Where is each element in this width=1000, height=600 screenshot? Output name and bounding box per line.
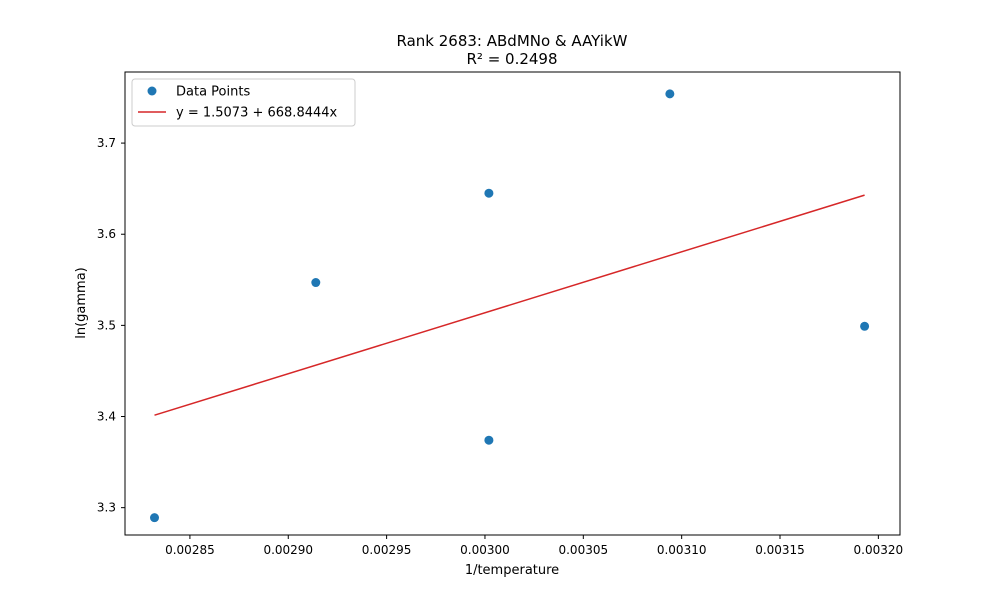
- legend-label-data-points: Data Points: [176, 85, 250, 100]
- x-tick-label: 0.00310: [657, 543, 707, 557]
- x-tick-label: 0.00285: [165, 543, 215, 557]
- y-tick-label: 3.4: [97, 410, 116, 424]
- data-point: [311, 278, 321, 288]
- x-tick-label: 0.00320: [854, 543, 904, 557]
- y-tick-label: 3.5: [97, 318, 116, 332]
- regression-line: [154, 194, 865, 416]
- data-point: [665, 89, 675, 99]
- y-tick-label: 3.6: [97, 227, 116, 241]
- chart-title: Rank 2683: ABdMNo & AAYikW: [397, 32, 628, 50]
- x-tick-label: 0.00305: [558, 543, 608, 557]
- x-axis: 0.00285 0.00290 0.00295 0.00300 0.00305 0.003…: [165, 535, 903, 557]
- legend-marker-data-points: [147, 86, 157, 96]
- x-tick-label: 0.00295: [362, 543, 412, 557]
- legend: Data Points y = 1.5073 + 668.8444x: [131, 78, 356, 127]
- chart-subtitle: R² = 0.2498: [466, 50, 557, 68]
- x-tick-label: 0.00290: [263, 543, 313, 557]
- x-tick-label: 0.00300: [460, 543, 510, 557]
- y-axis: 3.3 3.4 3.5 3.6 3.7: [97, 136, 125, 515]
- data-point: [860, 321, 870, 331]
- data-point: [150, 513, 160, 523]
- legend-label-fit-line: y = 1.5073 + 668.8444x: [176, 106, 338, 121]
- data-point: [484, 435, 494, 445]
- data-point: [484, 188, 494, 198]
- y-tick-label: 3.7: [97, 136, 116, 150]
- plot-area: [150, 89, 870, 523]
- legend-box: [131, 78, 356, 127]
- y-tick-label: 3.3: [97, 501, 116, 515]
- x-tick-label: 0.00315: [755, 543, 805, 557]
- y-axis-label: ln(gamma): [74, 267, 89, 339]
- x-axis-label: 1/temperature: [465, 563, 559, 578]
- plot-frame: [124, 71, 901, 536]
